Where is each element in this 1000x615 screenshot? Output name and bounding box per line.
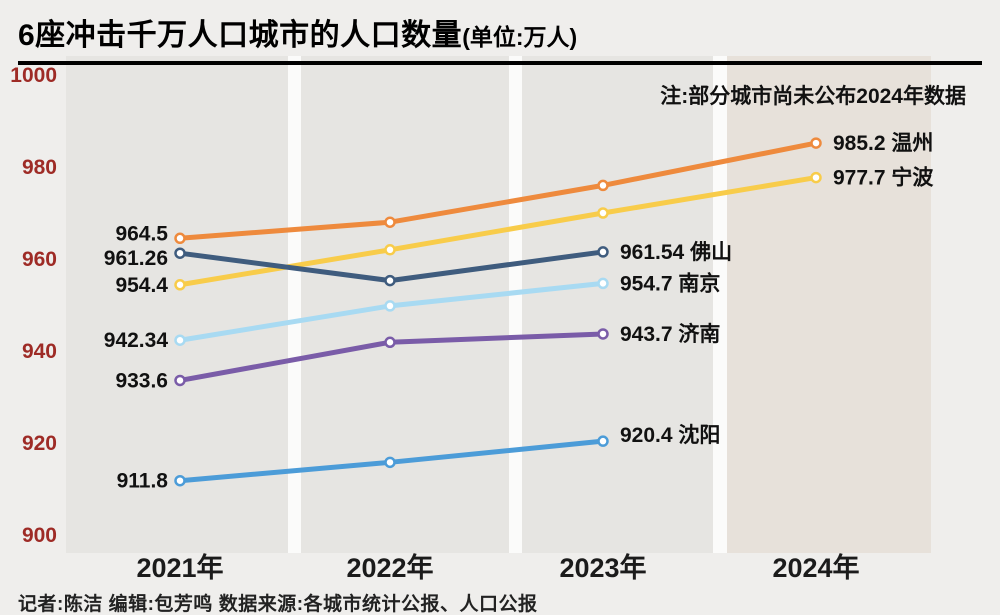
point-wenzhou-2	[597, 179, 609, 192]
chart-note: 注:部分城市尚未公布2024年数据	[660, 85, 966, 108]
point-shenyang-2	[597, 435, 609, 447]
end-value-label-jinan: 943.7 济南	[620, 322, 720, 346]
point-ningbo-2	[597, 207, 609, 219]
point-foshan-1	[384, 274, 396, 287]
band-gap-2	[713, 56, 727, 553]
series-line-wenzhou	[177, 140, 819, 241]
point-wenzhou-0	[174, 232, 186, 245]
point-shenyang-0	[174, 474, 186, 487]
x-axis-label-0: 2021年	[136, 552, 223, 583]
point-jinan-1	[384, 336, 396, 349]
point-jinan-2	[597, 328, 609, 340]
start-value-label-jinan: 933.6	[115, 369, 168, 392]
x-axis-label-1: 2022年	[346, 552, 433, 583]
point-nanjing-1	[384, 300, 396, 312]
y-tick-920: 920	[22, 432, 57, 455]
point-shenyang-1	[384, 456, 396, 469]
end-value-label-nanjing: 954.7 南京	[620, 271, 720, 295]
y-tick-960: 960	[22, 248, 57, 271]
point-foshan-2	[597, 246, 609, 258]
point-ningbo-1	[384, 244, 396, 256]
point-nanjing-2	[597, 277, 609, 290]
start-value-label-shenyang: 911.8	[117, 470, 169, 493]
start-value-label-wenzhou: 964.5	[115, 222, 168, 245]
x-axis-label-2: 2023年	[559, 552, 646, 583]
point-wenzhou-3	[810, 137, 822, 149]
end-value-label-wenzhou: 985.2 温州	[833, 132, 933, 155]
point-ningbo-0	[174, 279, 186, 291]
year-band-3	[727, 56, 931, 553]
y-tick-1000: 1000	[10, 64, 57, 87]
credits-line: 记者:陈洁 编辑:包芳鸣 数据来源:各城市统计公报、人口公报	[18, 594, 538, 615]
end-value-label-shenyang: 920.4 沈阳	[620, 423, 720, 447]
year-band-2	[522, 56, 713, 553]
y-tick-900: 900	[22, 524, 57, 547]
y-tick-940: 940	[22, 340, 57, 363]
header: 6座冲击千万人口城市的人口数量(单位:万人)	[18, 10, 982, 65]
start-value-label-nanjing: 942.34	[104, 329, 169, 352]
start-value-label-ningbo: 954.4	[115, 274, 168, 297]
x-axis-label-3: 2024年	[772, 552, 859, 583]
end-value-label-foshan: 961.54 佛山	[620, 240, 732, 264]
y-tick-980: 980	[22, 156, 57, 179]
point-nanjing-0	[174, 334, 186, 346]
chart-title-unit: (单位:万人)	[462, 24, 578, 50]
end-value-label-ningbo: 977.7 宁波	[833, 166, 934, 190]
point-jinan-0	[174, 374, 186, 387]
start-value-label-foshan: 961.26	[104, 247, 168, 270]
point-foshan-0	[174, 247, 186, 259]
point-wenzhou-1	[384, 216, 396, 228]
year-band-0	[66, 56, 288, 553]
band-gap-1	[509, 56, 522, 553]
band-gap-0	[288, 56, 301, 553]
point-ningbo-3	[810, 171, 822, 184]
chart-title: 6座冲击千万人口城市的人口数量	[18, 19, 463, 52]
